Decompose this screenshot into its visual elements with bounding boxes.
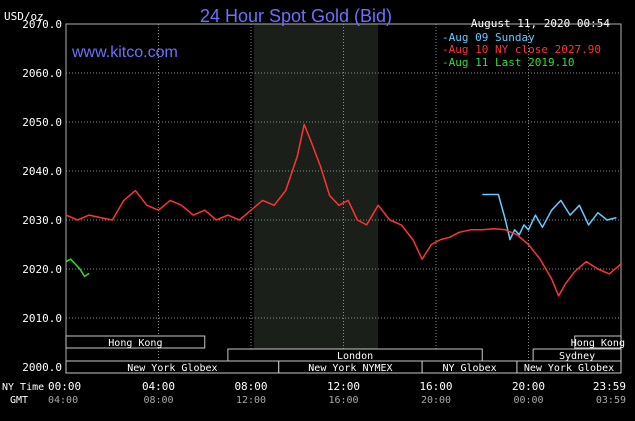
session-label: Sydney xyxy=(559,351,595,362)
legend-label-aug09: Aug 09 Sunday xyxy=(449,31,535,44)
website-label: www.kitco.com xyxy=(71,44,178,61)
gmt-axis-label: GMT xyxy=(10,395,28,406)
session-label: New York NYMEX xyxy=(308,363,392,374)
x-tick-label-gmt: 16:00 xyxy=(328,395,358,406)
datetime-stamp: August 11, 2020 00:54 xyxy=(471,17,610,30)
session-bar: New York Globex xyxy=(516,360,622,374)
legend-item-aug10: -Aug 10 NY close 2027.90 xyxy=(442,43,601,56)
x-tick-label-ny: 08:00 xyxy=(234,380,267,393)
y-tick-label: 2070.0 xyxy=(22,18,62,31)
x-tick-label-ny: 23:59 xyxy=(593,380,626,393)
session-bar: Hong Kong xyxy=(571,335,625,349)
y-tick-label: 2010.0 xyxy=(22,312,62,325)
x-tick-label-gmt: 03:59 xyxy=(596,395,626,406)
session-bar: New York Globex xyxy=(65,360,280,374)
legend-marker: - xyxy=(442,56,449,69)
x-tick-label-gmt: 08:00 xyxy=(143,395,173,406)
y-tick-label: 2040.0 xyxy=(22,165,62,178)
market-sessions: Hong Kong London New York Globex New York N… xyxy=(65,335,625,374)
legend-item-aug11: -Aug 11 Last 2019.10 xyxy=(442,56,574,69)
y-tick-label: 2020.0 xyxy=(22,263,62,276)
session-bar: Sydney xyxy=(532,348,622,362)
session-label: Hong Kong xyxy=(108,338,162,349)
x-tick-label-ny: 04:00 xyxy=(142,380,175,393)
y-tick-label: 2000.0 xyxy=(22,361,62,374)
legend-label-aug10: Aug 10 NY close 2027.90 xyxy=(449,43,601,56)
session-bar: Hong Kong xyxy=(65,335,206,349)
x-tick-label-gmt: 20:00 xyxy=(421,395,451,406)
x-tick-label-ny: 00:00 xyxy=(48,380,81,393)
series-line-1 xyxy=(65,123,622,297)
legend-label-aug11: Aug 11 Last 2019.10 xyxy=(449,56,575,69)
series-line-2 xyxy=(65,258,90,278)
x-tick-label-gmt: 00:00 xyxy=(513,395,543,406)
ny-time-axis-label: NY Time xyxy=(2,382,44,393)
session-bar-box xyxy=(574,335,622,349)
x-tick-label-ny: 12:00 xyxy=(327,380,360,393)
x-tick-label-ny: 20:00 xyxy=(512,380,545,393)
nymex-session-shade xyxy=(254,24,378,367)
session-label: London xyxy=(337,351,373,362)
x-tick-labels: 00:00 04:00 08:00 12:00 16:00 20:00 23:59 04:00… xyxy=(48,380,626,406)
session-label: NY Globex xyxy=(442,363,496,374)
chart-title: 24 Hour Spot Gold (Bid) xyxy=(200,6,392,26)
y-tick-label: 2030.0 xyxy=(22,214,62,227)
legend-marker: - xyxy=(442,31,449,44)
y-tick-labels: 2000.0 2010.0 2020.0 2030.0 2040.0 2050.0 2060… xyxy=(22,18,62,374)
unit-label: USD/oz xyxy=(4,10,44,23)
y-tick-label: 2060.0 xyxy=(22,67,62,80)
x-tick-label-gmt: 12:00 xyxy=(236,395,266,406)
legend-item-aug09: -Aug 09 Sunday xyxy=(442,31,535,44)
session-bar: NY Globex xyxy=(421,360,518,374)
session-bar-box xyxy=(65,335,206,349)
legend-marker: - xyxy=(442,43,449,56)
x-tick-label-ny: 16:00 xyxy=(419,380,452,393)
session-label: New York Globex xyxy=(524,363,614,374)
legend: -Aug 09 Sunday -Aug 10 NY close 2027.90 … xyxy=(442,31,601,69)
y-tick-label: 2050.0 xyxy=(22,116,62,129)
session-bar: New York NYMEX xyxy=(278,360,423,374)
x-tick-label-gmt: 04:00 xyxy=(48,395,78,406)
series-line-0 xyxy=(482,193,617,241)
session-label: New York Globex xyxy=(127,363,217,374)
session-bar-box xyxy=(516,360,622,374)
session-label: Hong Kong xyxy=(571,338,625,349)
session-bar: London xyxy=(227,348,483,362)
price-series xyxy=(65,123,622,297)
